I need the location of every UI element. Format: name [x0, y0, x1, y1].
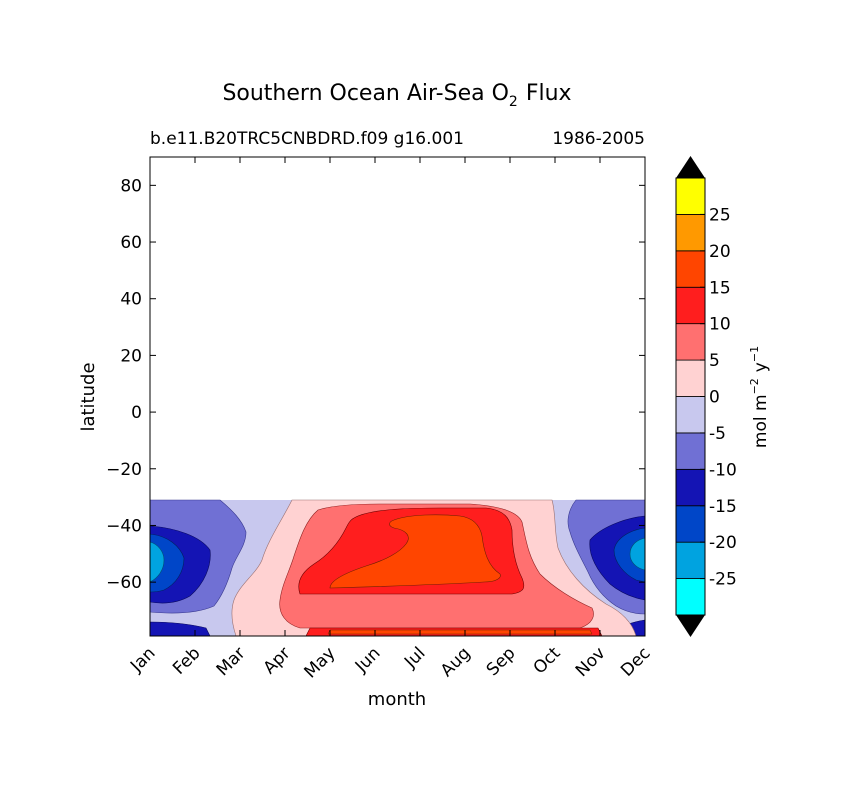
colorbar-tick-label: 20 — [709, 242, 731, 262]
y-tick-label: −40 — [106, 516, 142, 536]
title-subscript: 2 — [509, 94, 518, 110]
y-tick-label: 20 — [120, 346, 142, 366]
x-tick-label: Feb — [169, 643, 204, 678]
x-tick-label: Jun — [351, 643, 385, 677]
colorbar-label: mol m−2y−1 — [748, 346, 771, 448]
y-tick-label: 0 — [131, 403, 142, 423]
x-tick-label: Dec — [617, 643, 654, 680]
colorbar-segment — [675, 250, 706, 288]
y-tick-label: −60 — [106, 573, 142, 593]
x-tick-label: Oct — [530, 643, 565, 678]
colorbar-tick-label: 5 — [709, 351, 720, 371]
colorbar-tick-label: -15 — [709, 497, 737, 517]
chart-subtitle-right: 1986-2005 — [552, 129, 645, 149]
colorbar-segment — [675, 359, 706, 397]
colorbar-tick-label: 25 — [709, 205, 731, 225]
contour-level-bottom-orange-strip — [327, 629, 593, 635]
colorbar-extend-max — [676, 156, 705, 178]
colorbar-segment — [675, 541, 706, 579]
colorbar-tick-label: -5 — [709, 424, 726, 444]
x-tick-label: Apr — [260, 643, 295, 678]
plot-frame — [149, 156, 646, 637]
colorbar-segment — [675, 286, 706, 325]
colorbar-extend-min — [676, 615, 705, 637]
colorbar-tick-label: 0 — [709, 388, 720, 408]
colorbar-tick-label: 10 — [709, 315, 731, 335]
chart-title: Southern Ocean Air-Sea O2 Flux — [222, 81, 571, 110]
colorbar-segment — [675, 396, 706, 434]
y-tick-label: 60 — [120, 233, 142, 253]
colorbar-segment — [675, 214, 706, 252]
colorbar-segment — [675, 578, 706, 616]
contour-level-minus25-right — [629, 537, 645, 571]
x-tick-label: Jan — [126, 643, 159, 676]
colorbar-label-exp2: −1 — [748, 346, 761, 362]
y-axis-label: latitude — [78, 362, 99, 431]
y-tick-label: −20 — [106, 460, 142, 480]
colorbar-segment — [675, 432, 706, 470]
x-tick-label: May — [301, 643, 340, 682]
contour-level-minus25-left — [150, 541, 165, 583]
colorbar: 25 20 15 10 5 0 -5 -10 -15 -20 -25 — [675, 156, 737, 637]
contour-field — [150, 499, 645, 636]
y-tick-label: 80 — [120, 176, 142, 196]
x-tick-label: Mar — [213, 643, 250, 680]
colorbar-segment — [675, 468, 706, 507]
x-axis-label: month — [368, 689, 426, 710]
colorbar-label-unit: y — [751, 362, 771, 372]
colorbar-tick-label: -25 — [709, 570, 737, 590]
x-tick-label: Aug — [437, 643, 475, 681]
x-tick-label: Jul — [400, 643, 429, 672]
colorbar-tick-label: 15 — [709, 278, 731, 298]
x-tick-label: Sep — [483, 643, 520, 680]
colorbar-label-exp1: −2 — [748, 378, 761, 394]
colorbar-tick-label: -20 — [709, 533, 737, 553]
x-tick-label: Nov — [572, 643, 610, 681]
colorbar-tick-label: -10 — [709, 460, 737, 480]
title-suffix: Flux — [526, 81, 572, 106]
colorbar-segment — [675, 505, 706, 543]
chart-subtitle-left: b.e11.B20TRC5CNBDRD.f09 g16.001 — [150, 129, 464, 149]
colorbar-segment — [675, 177, 706, 215]
y-tick-label: 40 — [120, 290, 142, 310]
contour-level-15-20 — [329, 514, 501, 589]
y-axis: 80 60 40 20 0 −20 −40 −60 — [106, 176, 645, 593]
colorbar-segment — [675, 323, 706, 361]
